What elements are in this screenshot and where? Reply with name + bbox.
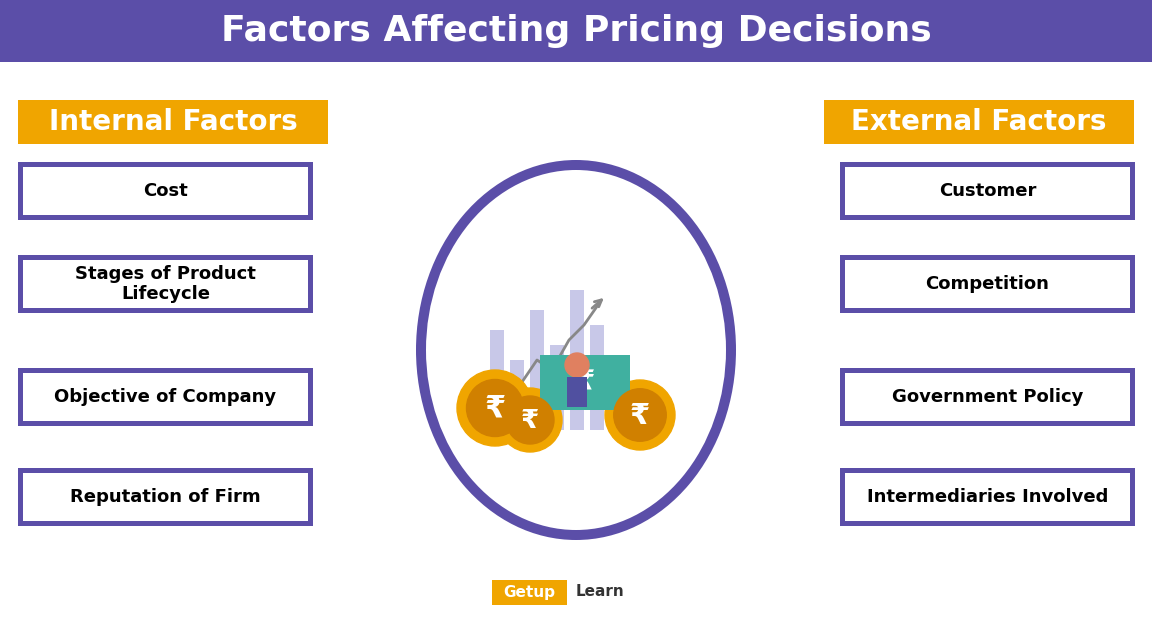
FancyBboxPatch shape	[550, 345, 564, 430]
FancyBboxPatch shape	[846, 373, 1130, 421]
FancyBboxPatch shape	[490, 330, 505, 430]
FancyBboxPatch shape	[18, 255, 313, 313]
FancyBboxPatch shape	[846, 260, 1130, 308]
FancyBboxPatch shape	[23, 473, 308, 521]
FancyBboxPatch shape	[840, 468, 1135, 526]
Text: Competition: Competition	[925, 275, 1049, 293]
FancyBboxPatch shape	[23, 260, 308, 308]
FancyBboxPatch shape	[18, 368, 313, 426]
Text: ₹: ₹	[630, 402, 650, 430]
Ellipse shape	[426, 170, 726, 530]
Text: Cost: Cost	[143, 182, 188, 200]
Circle shape	[564, 353, 589, 377]
Circle shape	[614, 389, 666, 441]
FancyBboxPatch shape	[570, 290, 584, 430]
Circle shape	[506, 396, 554, 444]
FancyBboxPatch shape	[824, 100, 1134, 144]
Text: Stages of Product: Stages of Product	[75, 265, 256, 283]
FancyBboxPatch shape	[840, 368, 1135, 426]
Text: Reputation of Firm: Reputation of Firm	[70, 488, 260, 506]
Text: External Factors: External Factors	[851, 108, 1107, 136]
FancyBboxPatch shape	[840, 255, 1135, 313]
Text: Objective of Company: Objective of Company	[54, 388, 276, 406]
FancyBboxPatch shape	[567, 377, 588, 407]
FancyBboxPatch shape	[840, 162, 1135, 220]
FancyBboxPatch shape	[492, 580, 567, 605]
Text: Factors Affecting Pricing Decisions: Factors Affecting Pricing Decisions	[221, 14, 931, 48]
FancyBboxPatch shape	[18, 468, 313, 526]
Text: Learn: Learn	[576, 585, 624, 600]
Circle shape	[467, 379, 523, 437]
FancyBboxPatch shape	[846, 167, 1130, 215]
Circle shape	[457, 370, 533, 446]
FancyBboxPatch shape	[23, 373, 308, 421]
Text: ₹: ₹	[484, 394, 506, 424]
Circle shape	[605, 380, 675, 450]
FancyBboxPatch shape	[23, 167, 308, 215]
Ellipse shape	[416, 160, 736, 540]
FancyBboxPatch shape	[510, 360, 524, 430]
FancyBboxPatch shape	[530, 310, 544, 430]
FancyBboxPatch shape	[18, 100, 328, 144]
Text: Internal Factors: Internal Factors	[48, 108, 297, 136]
Text: Government Policy: Government Policy	[892, 388, 1083, 406]
Text: ₹: ₹	[521, 408, 539, 434]
FancyBboxPatch shape	[846, 473, 1130, 521]
Text: Customer: Customer	[939, 182, 1036, 200]
Text: Intermediaries Involved: Intermediaries Involved	[866, 488, 1108, 506]
FancyBboxPatch shape	[540, 355, 630, 410]
Text: ₹: ₹	[575, 368, 594, 396]
Circle shape	[498, 388, 562, 452]
FancyBboxPatch shape	[18, 162, 313, 220]
FancyBboxPatch shape	[590, 325, 604, 430]
Text: Lifecycle: Lifecycle	[121, 285, 210, 303]
FancyBboxPatch shape	[0, 0, 1152, 62]
Text: Getup: Getup	[503, 585, 555, 600]
